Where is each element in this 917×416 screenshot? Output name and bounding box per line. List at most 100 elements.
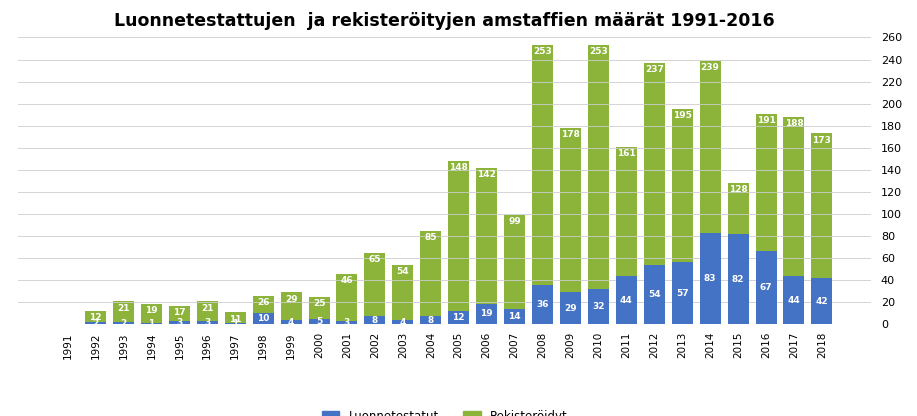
- Bar: [700, 233, 721, 324]
- Text: 3: 3: [204, 318, 210, 327]
- Text: 188: 188: [785, 119, 803, 128]
- Text: 142: 142: [477, 170, 496, 179]
- Text: 191: 191: [757, 116, 776, 125]
- Text: 239: 239: [701, 63, 720, 72]
- Bar: [420, 316, 441, 324]
- Bar: [672, 109, 692, 324]
- Text: 3: 3: [344, 318, 350, 327]
- Text: 11: 11: [229, 314, 241, 324]
- Bar: [253, 296, 273, 324]
- Text: 19: 19: [481, 310, 493, 319]
- Title: Luonnetestattujen  ja rekisteröityjen amstaffien määrät 1991-2016: Luonnetestattujen ja rekisteröityjen ams…: [115, 12, 775, 30]
- Text: 21: 21: [117, 304, 129, 312]
- Text: 253: 253: [533, 47, 552, 57]
- Text: 8: 8: [427, 316, 434, 324]
- Bar: [197, 321, 217, 324]
- Text: 161: 161: [617, 149, 635, 158]
- Bar: [308, 319, 329, 324]
- Text: 42: 42: [815, 297, 828, 306]
- Bar: [700, 61, 721, 324]
- Text: 26: 26: [257, 298, 270, 307]
- Bar: [281, 320, 302, 324]
- Bar: [783, 117, 804, 324]
- Text: 85: 85: [425, 233, 437, 242]
- Bar: [812, 278, 833, 324]
- Text: 44: 44: [620, 296, 633, 305]
- Text: 148: 148: [449, 163, 469, 172]
- Bar: [253, 313, 273, 324]
- Bar: [756, 114, 777, 324]
- Text: 21: 21: [201, 304, 214, 312]
- Bar: [197, 301, 217, 324]
- Bar: [420, 230, 441, 324]
- Text: 5: 5: [315, 317, 322, 326]
- Text: 2: 2: [93, 319, 99, 328]
- Bar: [616, 276, 636, 324]
- Text: 44: 44: [788, 296, 801, 305]
- Bar: [756, 250, 777, 324]
- Text: 1: 1: [232, 319, 238, 328]
- Text: 36: 36: [536, 300, 548, 309]
- Text: 12: 12: [452, 313, 465, 322]
- Text: 83: 83: [704, 274, 716, 283]
- Bar: [337, 321, 358, 324]
- Text: 19: 19: [145, 306, 158, 315]
- Text: 29: 29: [285, 295, 297, 304]
- Bar: [644, 265, 665, 324]
- Bar: [644, 63, 665, 324]
- Text: 32: 32: [592, 302, 604, 311]
- Bar: [85, 322, 106, 324]
- Text: 178: 178: [561, 130, 580, 139]
- Text: 1: 1: [149, 319, 155, 328]
- Bar: [616, 147, 636, 324]
- Bar: [364, 316, 385, 324]
- Bar: [560, 292, 581, 324]
- Text: 82: 82: [732, 275, 745, 284]
- Text: 237: 237: [645, 65, 664, 74]
- Bar: [560, 128, 581, 324]
- Legend: Luonnetestatut, Rekisteröidyt: Luonnetestatut, Rekisteröidyt: [317, 405, 572, 416]
- Bar: [113, 301, 134, 324]
- Bar: [504, 309, 525, 324]
- Bar: [308, 297, 329, 324]
- Bar: [476, 168, 497, 324]
- Bar: [364, 253, 385, 324]
- Text: 128: 128: [729, 186, 747, 194]
- Text: 99: 99: [508, 218, 521, 226]
- Text: 4: 4: [288, 318, 294, 327]
- Text: 46: 46: [340, 276, 353, 285]
- Bar: [476, 304, 497, 324]
- Bar: [225, 323, 246, 324]
- Text: 2: 2: [120, 319, 127, 328]
- Bar: [448, 161, 470, 324]
- Text: 54: 54: [648, 290, 660, 299]
- Text: 14: 14: [508, 312, 521, 321]
- Text: 173: 173: [812, 136, 832, 145]
- Text: 8: 8: [371, 316, 378, 324]
- Text: 12: 12: [89, 313, 102, 322]
- Bar: [169, 306, 190, 324]
- Bar: [504, 215, 525, 324]
- Bar: [588, 45, 609, 324]
- Bar: [113, 322, 134, 324]
- Text: 195: 195: [673, 111, 691, 120]
- Text: 253: 253: [589, 47, 608, 57]
- Bar: [727, 183, 748, 324]
- Text: 65: 65: [369, 255, 381, 264]
- Bar: [169, 321, 190, 324]
- Bar: [727, 234, 748, 324]
- Bar: [225, 312, 246, 324]
- Bar: [141, 323, 162, 324]
- Text: 10: 10: [257, 314, 270, 324]
- Bar: [392, 320, 414, 324]
- Text: 67: 67: [759, 283, 772, 292]
- Bar: [812, 134, 833, 324]
- Bar: [588, 289, 609, 324]
- Bar: [783, 276, 804, 324]
- Bar: [337, 274, 358, 324]
- Text: 17: 17: [173, 308, 185, 317]
- Text: 29: 29: [564, 304, 577, 313]
- Text: 54: 54: [396, 267, 409, 276]
- Bar: [532, 45, 553, 324]
- Text: 4: 4: [400, 318, 406, 327]
